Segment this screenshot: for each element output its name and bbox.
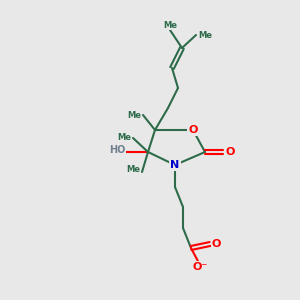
Text: Me: Me <box>126 166 140 175</box>
Text: O⁻: O⁻ <box>192 262 208 272</box>
Text: O: O <box>188 125 198 135</box>
Text: O: O <box>225 147 234 157</box>
Text: O: O <box>212 239 221 249</box>
Text: Me: Me <box>198 31 212 40</box>
Text: Me: Me <box>163 20 177 29</box>
Text: HO: HO <box>109 145 125 155</box>
Text: Me: Me <box>127 110 141 119</box>
Text: N: N <box>170 160 180 170</box>
Text: Me: Me <box>117 134 131 142</box>
